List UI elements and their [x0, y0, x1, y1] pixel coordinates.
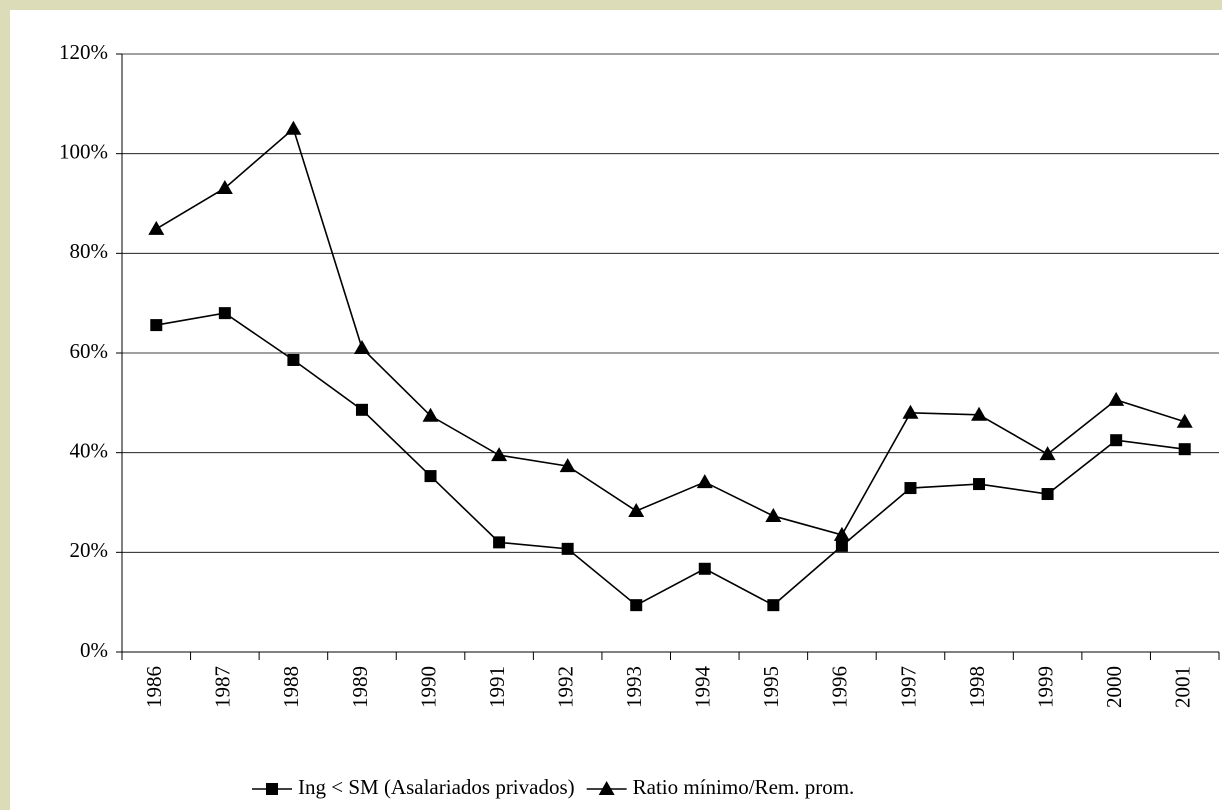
data-point — [973, 478, 986, 491]
x-tick-label: 1987 — [211, 666, 235, 708]
x-tick-label: 1998 — [965, 666, 989, 708]
x-tick-label: 1994 — [691, 666, 715, 709]
y-tick-label: 100% — [59, 139, 108, 163]
x-tick-label: 1997 — [896, 666, 920, 708]
y-tick-label: 40% — [70, 438, 109, 462]
series-line — [156, 312, 1185, 607]
data-point — [1041, 488, 1054, 501]
x-tick-label: 1989 — [348, 666, 372, 708]
data-point — [218, 307, 231, 320]
data-point — [491, 447, 508, 462]
data-point — [1178, 443, 1191, 456]
data-point — [148, 220, 165, 235]
data-point — [833, 526, 850, 541]
data-point — [424, 470, 437, 483]
y-tick-label: 120% — [59, 40, 108, 64]
x-tick-label: 1996 — [828, 666, 852, 708]
legend-label: Ratio mínimo/Rem. prom. — [633, 775, 855, 799]
data-point — [1176, 413, 1193, 428]
y-tick-label: 20% — [70, 538, 109, 562]
legend-label: Ing < SM (Asalariados privados) — [298, 775, 575, 799]
data-point — [1039, 446, 1056, 461]
data-point — [561, 542, 574, 555]
data-point — [696, 474, 713, 489]
chart-background — [10, 10, 1222, 810]
x-tick-label: 1986 — [142, 666, 166, 708]
y-tick-label: 60% — [70, 339, 109, 363]
data-point — [765, 507, 782, 522]
x-tick-label: 1990 — [416, 666, 440, 708]
data-point — [355, 403, 368, 416]
x-tick-label: 1992 — [553, 666, 577, 708]
data-point — [422, 407, 439, 422]
data-point — [216, 180, 233, 195]
data-point — [1110, 434, 1123, 447]
data-point — [904, 482, 917, 495]
data-point — [971, 406, 988, 421]
data-point — [630, 599, 643, 612]
data-point — [353, 340, 370, 355]
legend-marker — [266, 783, 278, 795]
x-tick-label: 2000 — [1102, 666, 1126, 708]
x-tick-label: 1993 — [622, 666, 646, 708]
data-point — [902, 404, 919, 419]
data-point — [493, 536, 506, 549]
data-point — [628, 502, 645, 517]
x-tick-label: 2001 — [1171, 666, 1195, 708]
data-point — [835, 539, 848, 552]
x-tick-label: 1988 — [279, 666, 303, 708]
data-point — [150, 319, 163, 332]
x-tick-label: 1999 — [1033, 666, 1057, 708]
data-point — [1108, 391, 1125, 406]
x-tick-label: 1995 — [759, 666, 783, 708]
data-point — [285, 120, 302, 135]
data-point — [287, 353, 300, 366]
x-tick-label: 1991 — [485, 666, 509, 708]
data-point — [767, 599, 780, 612]
data-point — [698, 562, 711, 575]
y-tick-label: 0% — [80, 638, 108, 662]
series-line — [155, 127, 1185, 536]
data-point — [559, 458, 576, 473]
legend-marker — [598, 781, 615, 795]
y-tick-label: 80% — [70, 239, 109, 263]
